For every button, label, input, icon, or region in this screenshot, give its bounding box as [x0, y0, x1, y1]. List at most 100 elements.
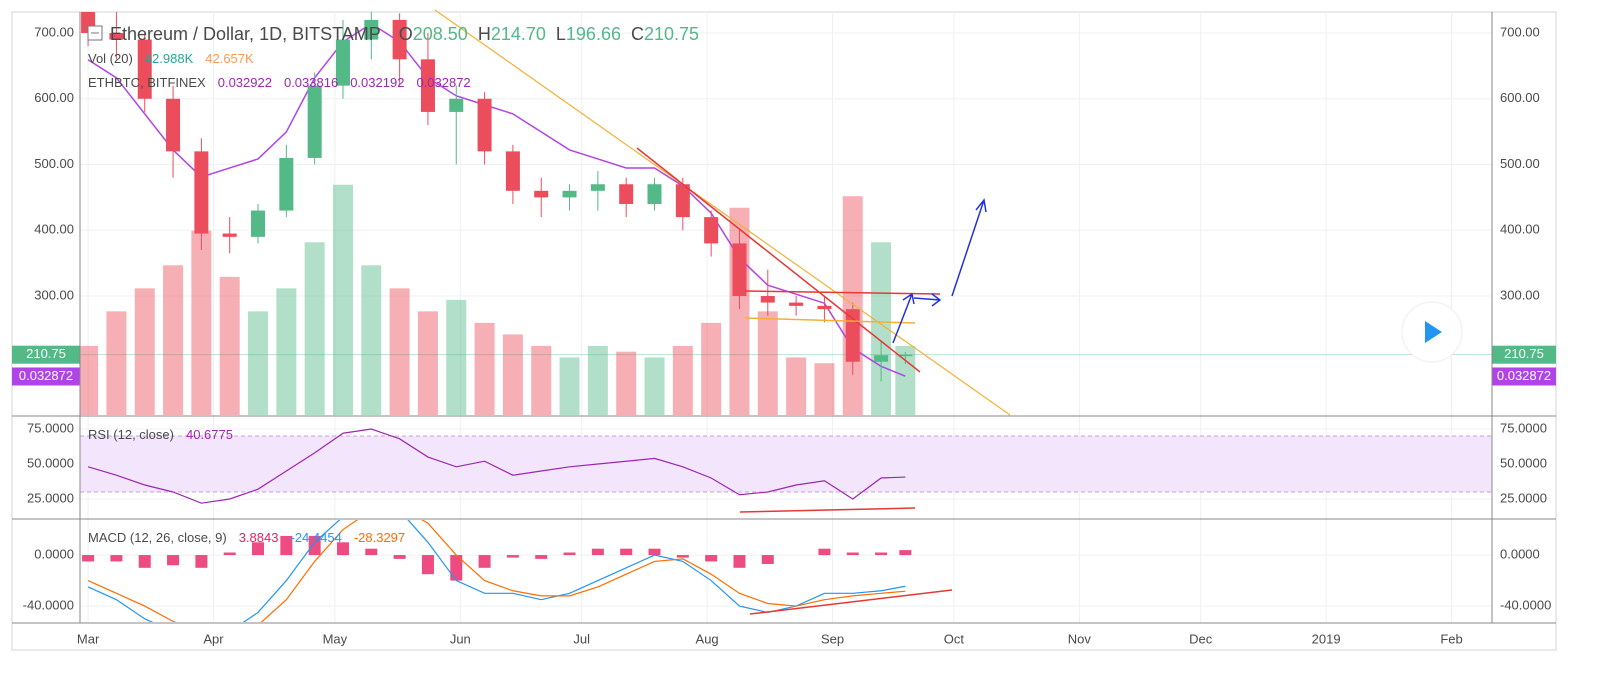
rsi-line — [87, 428, 906, 504]
volume-bar — [332, 184, 353, 415]
macd-histogram-bar — [478, 555, 491, 568]
x-tick-label: 2019 — [1312, 631, 1341, 646]
candle-body — [675, 184, 690, 218]
y-tick-label: 400.00 — [1500, 222, 1540, 237]
overlay-last-label: 0.032872 — [19, 368, 73, 383]
macd-histogram-bar — [421, 555, 434, 575]
volume-bar — [701, 322, 722, 415]
macd-histogram-bar — [733, 555, 746, 568]
volume-bar — [248, 311, 269, 415]
macd-histogram-bar — [110, 555, 123, 562]
candle-body — [251, 210, 266, 237]
y-tick-label: 300.00 — [1500, 287, 1540, 302]
x-tick-label: Feb — [1440, 631, 1462, 646]
y-tick-label: 700.00 — [34, 24, 74, 39]
candle-body — [477, 98, 492, 152]
hist-value: 3.8843 — [239, 530, 279, 545]
macd-histogram-bar — [761, 555, 774, 564]
macd-histogram-bar — [280, 535, 293, 556]
legend-rsi: RSI (12, close) 40.6775 — [88, 427, 233, 442]
overlay-last-label: 0.032872 — [1497, 368, 1551, 383]
rsi-title: RSI (12, close) — [88, 427, 174, 442]
y-tick-label: 0.0000 — [34, 547, 74, 562]
candle-body — [732, 243, 747, 297]
macd-histogram-bar — [676, 555, 689, 558]
volume-bar — [276, 288, 297, 415]
volume-bar — [417, 311, 438, 415]
volume-bar — [219, 276, 240, 415]
macd-histogram-bar — [393, 555, 406, 559]
candle-body — [194, 151, 209, 234]
overlay-l: 0.032192 — [350, 75, 404, 90]
candle-body — [335, 39, 350, 86]
volume-bar — [531, 345, 552, 415]
volume-bar — [106, 311, 127, 415]
volume-bar — [559, 357, 580, 415]
signal-line — [87, 520, 906, 622]
volume-bar — [672, 345, 693, 415]
last-price-box — [1492, 345, 1556, 364]
volume-bar — [587, 345, 608, 415]
macd-histogram-bar — [138, 555, 151, 568]
o-name: O — [399, 24, 413, 44]
y-tick-label: 50.0000 — [27, 455, 74, 470]
last-price-box — [12, 345, 80, 364]
volume-bar — [446, 299, 467, 415]
overlay-last-box — [1492, 367, 1556, 386]
volume-bar — [134, 288, 155, 415]
macd-histogram-bar — [252, 542, 265, 556]
overlay-line — [87, 22, 906, 377]
macd-histogram-bar — [450, 555, 463, 581]
volume-bar — [616, 351, 637, 415]
frame — [11, 11, 1557, 651]
macd-histogram-bar — [875, 552, 888, 556]
macd-histogram-bar — [308, 535, 321, 556]
y-tick-label: 700.00 — [1500, 24, 1540, 39]
candle-body — [505, 151, 520, 191]
candle-body — [307, 85, 322, 158]
overlay-c: 0.032872 — [416, 75, 470, 90]
overlay-h: 0.033816 — [284, 75, 338, 90]
x-tick-label: Nov — [1068, 631, 1092, 646]
y-tick-label: 25.0000 — [27, 490, 74, 505]
drawings — [434, 9, 1011, 615]
candle-body — [166, 98, 181, 152]
candle-body — [704, 217, 719, 244]
last-price-label: 210.75 — [26, 346, 66, 361]
legend-macd: MACD (12, 26, close, 9) 3.8843 -24.4454 -28… — [88, 530, 405, 545]
volume-bar — [757, 311, 778, 415]
macd-histogram-bar — [899, 550, 912, 556]
macd-histogram-bar — [223, 552, 236, 556]
x-tick-label: Oct — [944, 631, 965, 646]
l-name: L — [556, 24, 566, 44]
x-tick-label: Jun — [450, 631, 471, 646]
macd-histogram-bar — [563, 552, 576, 556]
candle-body — [874, 355, 889, 362]
y-tick-label: 600.00 — [1500, 90, 1540, 105]
signal-value: -28.3297 — [354, 530, 405, 545]
play-icon — [1425, 321, 1442, 343]
last-price-label: 210.75 — [1504, 346, 1544, 361]
x-tick-label: Aug — [696, 631, 719, 646]
macd-histogram-bar — [620, 548, 633, 556]
legend-overlay: ETHBTC, BITFINEX 0.032922 0.033816 0.032192… — [88, 75, 471, 90]
y-tick-label: -40.0000 — [1500, 598, 1551, 613]
x-tick-label: Apr — [203, 631, 224, 646]
y-tick-label: -40.0000 — [23, 598, 74, 613]
c-name: C — [631, 24, 644, 44]
overlay-name: ETHBTC, BITFINEX — [88, 75, 206, 90]
y-tick-label: 25.0000 — [1500, 490, 1547, 505]
o-value: 208.50 — [413, 24, 468, 44]
macd-histogram-bar — [705, 555, 718, 562]
x-tick-label: Sep — [821, 631, 844, 646]
symbol-title: Ethereum / Dollar, 1D, BITSTAMP — [110, 24, 381, 44]
vol-ma: 42.657K — [205, 51, 254, 66]
candle-body — [898, 354, 913, 357]
y-tick-label: 50.0000 — [1500, 455, 1547, 470]
volume-bar — [871, 242, 892, 415]
y-tick-label: 600.00 — [34, 90, 74, 105]
macd-title: MACD (12, 26, close, 9) — [88, 530, 227, 545]
volume-bar — [786, 357, 807, 415]
macd-histogram-bar — [846, 552, 859, 556]
